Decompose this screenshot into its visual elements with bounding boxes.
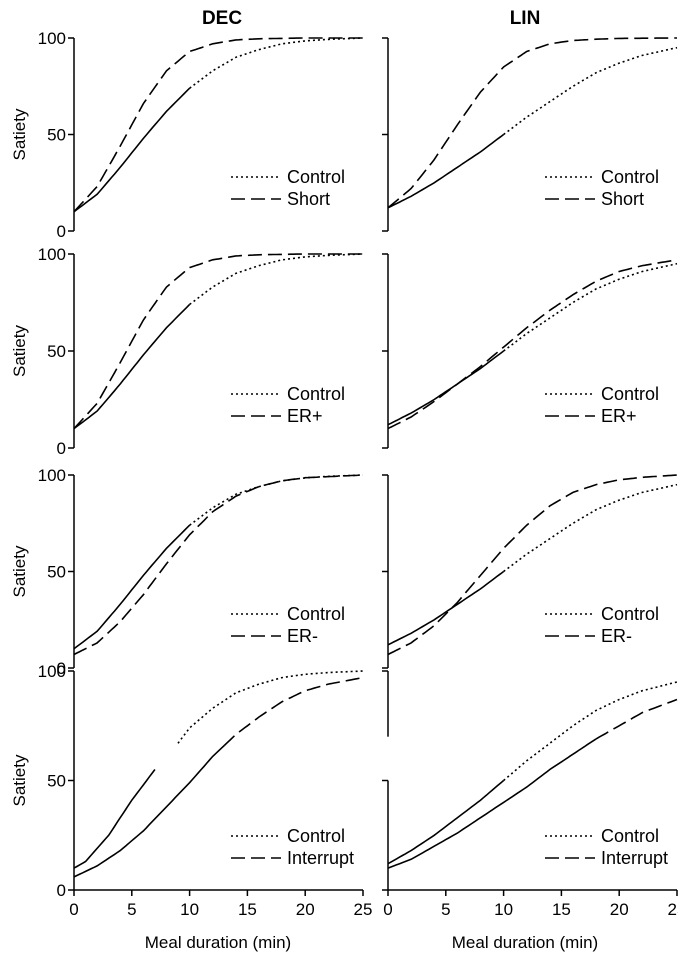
y-tick-label: 0 [57, 659, 66, 678]
y-tick-label: 0 [57, 222, 66, 241]
x-tick-label: 15 [552, 900, 571, 919]
series-interrupt-line [223, 676, 364, 747]
legend-control-label: Control [287, 826, 345, 846]
series-control-line [387, 350, 505, 426]
series-control-line [503, 483, 678, 573]
x-tick-label: 5 [441, 900, 450, 919]
series-er-line [387, 474, 678, 656]
panels: 050100SatietyControlShortControlShort050… [10, 29, 678, 919]
x-tick-label: 20 [610, 900, 629, 919]
x-tick-label: 20 [296, 900, 315, 919]
series-control-line [503, 262, 678, 352]
series-control-line [503, 681, 678, 782]
series-control-line [189, 37, 364, 89]
legend-control-label: Control [601, 604, 659, 624]
series-short-line [73, 37, 363, 213]
series-interrupt-line [387, 738, 597, 869]
x-tick-label: 25 [354, 900, 373, 919]
legend-control-label: Control [601, 384, 659, 404]
y-tick-label: 100 [38, 245, 66, 264]
x-tick-label: 10 [494, 900, 513, 919]
y-axis-label: Satiety [10, 754, 29, 806]
series-control-line [73, 87, 191, 213]
x-tick-label: 10 [180, 900, 199, 919]
series-er-line [73, 474, 364, 656]
x-axis-label-lin: Meal duration (min) [452, 933, 598, 952]
legend-treatment-label: ER+ [601, 406, 637, 426]
y-tick-label: 0 [57, 439, 66, 458]
series-control-line [73, 769, 156, 869]
series-control-line [387, 133, 505, 209]
series-interrupt-line [73, 744, 225, 878]
series-er-line [387, 259, 678, 430]
series-control-line [387, 779, 505, 865]
series-control-line [73, 303, 191, 430]
y-tick-label: 50 [47, 563, 66, 582]
y-axis-label: Satiety [10, 108, 29, 160]
y-tick-label: 100 [38, 466, 66, 485]
legend-treatment-label: ER- [601, 626, 632, 646]
y-tick-label: 50 [47, 126, 66, 145]
series-er-line [73, 253, 363, 430]
legend-control-label: Control [287, 604, 345, 624]
x-tick-label: 0 [383, 900, 392, 919]
y-tick-label: 50 [47, 772, 66, 791]
legend-treatment-label: Short [601, 189, 644, 209]
series-control-line [387, 570, 505, 646]
series-control-line [189, 253, 364, 306]
legend-treatment-label: Interrupt [287, 848, 354, 868]
x-tick-label: 15 [238, 900, 257, 919]
legend-treatment-label: ER+ [287, 406, 323, 426]
y-tick-label: 100 [38, 662, 66, 681]
legend-control-label: Control [601, 167, 659, 187]
legend-control-label: Control [287, 384, 345, 404]
column-title-lin: LIN [510, 8, 541, 29]
series-control-line [177, 670, 364, 744]
y-tick-label: 50 [47, 342, 66, 361]
x-tick-label: 5 [127, 900, 136, 919]
y-axis-label: Satiety [10, 545, 29, 597]
legend-treatment-label: Interrupt [601, 848, 668, 868]
x-tick-label: 25 [668, 900, 678, 919]
legend-control-label: Control [287, 167, 345, 187]
y-tick-label: 0 [57, 881, 66, 900]
series-interrupt-line [595, 698, 678, 740]
y-tick-label: 100 [38, 29, 66, 48]
series-short-line [387, 37, 677, 209]
x-axis-label-dec: Meal duration (min) [145, 933, 291, 952]
y-axis-label: Satiety [10, 325, 29, 377]
column-title-dec: DEC [202, 8, 242, 29]
x-tick-label: 0 [69, 900, 78, 919]
legend-control-label: Control [601, 826, 659, 846]
legend-treatment-label: Short [287, 189, 330, 209]
legend-treatment-label: ER- [287, 626, 318, 646]
series-control-line [503, 46, 678, 136]
series-control-line [73, 524, 191, 650]
